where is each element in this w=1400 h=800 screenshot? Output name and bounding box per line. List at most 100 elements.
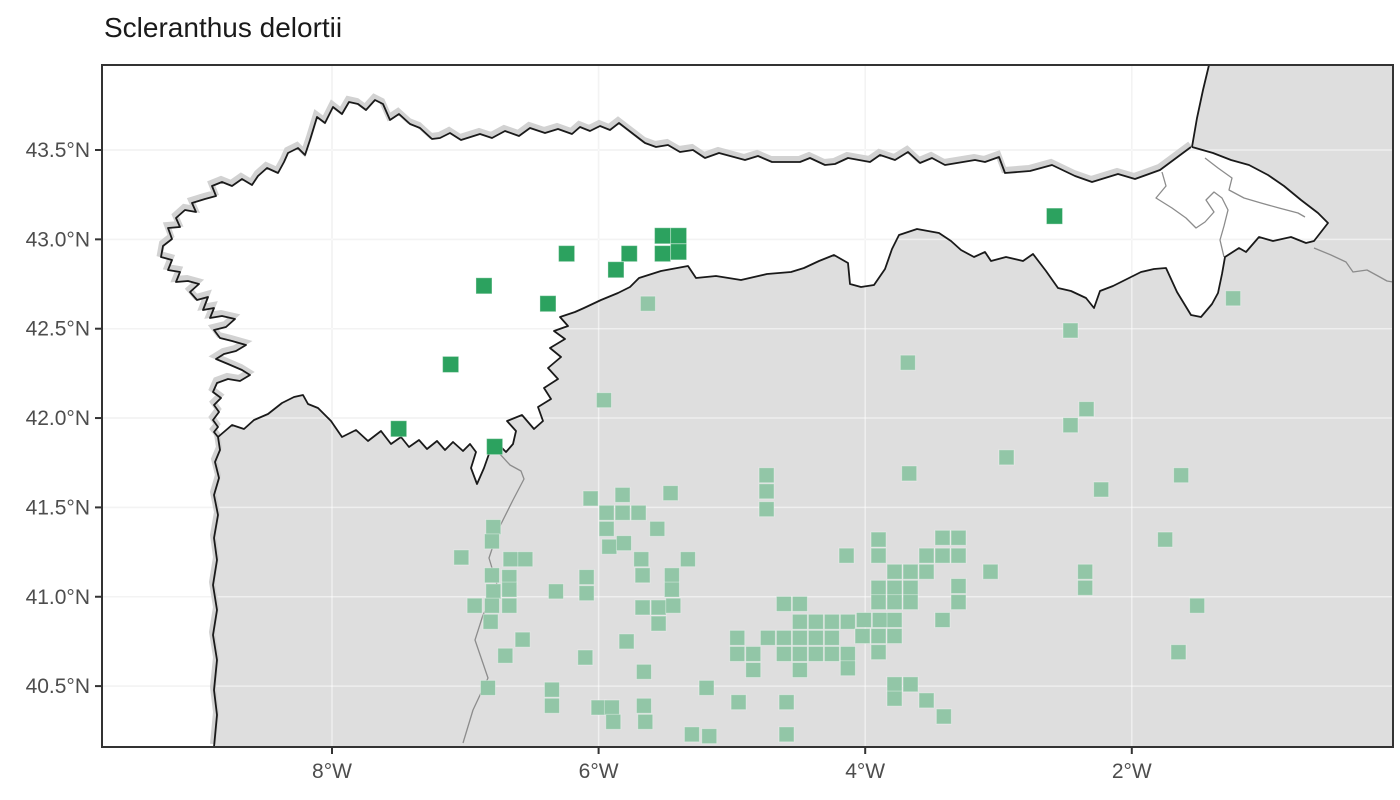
- occurrence-marker-light: [950, 547, 967, 564]
- occurrence-marker-light: [483, 597, 500, 614]
- occurrence-marker-light: [577, 649, 594, 666]
- occurrence-marker-light: [982, 563, 999, 580]
- y-axis-label: 43.0°N: [26, 228, 90, 251]
- occurrence-marker-light: [483, 567, 500, 584]
- occurrence-marker-light: [902, 563, 919, 580]
- occurrence-marker-light: [791, 613, 808, 630]
- y-axis-label: 42.0°N: [26, 407, 90, 430]
- y-axis-label: 41.0°N: [26, 586, 90, 609]
- occurrence-marker-light: [590, 699, 607, 716]
- occurrence-marker-light: [886, 579, 903, 596]
- portugal-border: [462, 452, 525, 744]
- occurrence-marker-light: [758, 483, 775, 500]
- occurrence-marker-dark: [654, 245, 672, 263]
- occurrence-marker-light: [899, 354, 916, 371]
- occurrence-marker-light: [582, 490, 599, 507]
- occurrence-marker-light: [543, 697, 560, 714]
- occurrence-marker-light: [614, 504, 631, 521]
- occurrence-marker-light: [453, 549, 470, 566]
- occurrence-marker-light: [807, 629, 824, 646]
- occurrence-marker-light: [871, 611, 888, 628]
- occurrence-marker-light: [886, 628, 903, 645]
- coastline: [160, 99, 1192, 747]
- y-axis-label: 41.5°N: [26, 496, 90, 519]
- occurrence-marker-light: [775, 629, 792, 646]
- occurrence-marker-light: [650, 615, 667, 632]
- occurrence-marker-light: [791, 645, 808, 662]
- occurrence-marker-light: [934, 547, 951, 564]
- occurrence-marker-light: [791, 629, 808, 646]
- occurrence-marker-light: [902, 594, 919, 611]
- occurrence-marker-light: [934, 529, 951, 546]
- occurrence-marker-light: [950, 529, 967, 546]
- occurrence-marker-light: [758, 467, 775, 484]
- occurrence-marker-light: [479, 679, 496, 696]
- occurrence-marker-light: [679, 551, 696, 568]
- occurrence-marker-light: [635, 663, 652, 680]
- occurrence-marker-light: [839, 645, 856, 662]
- occurrence-marker-light: [950, 578, 967, 595]
- y-axis-label: 43.5°N: [26, 139, 90, 162]
- occurrence-marker-light: [823, 629, 840, 646]
- occurrence-marker-light: [483, 533, 500, 550]
- occurrence-marker-light: [482, 613, 499, 630]
- occurrence-marker-light: [618, 633, 635, 650]
- occurrence-marker-light: [1077, 563, 1094, 580]
- occurrence-marker-light: [1077, 579, 1094, 596]
- occurrence-marker-light: [870, 547, 887, 564]
- occurrence-marker-light: [543, 681, 560, 698]
- occurrence-marker-light: [501, 581, 518, 598]
- y-axis-label: 40.5°N: [26, 675, 90, 698]
- occurrence-marker-light: [578, 569, 595, 586]
- occurrence-marker-light: [630, 504, 647, 521]
- occurrence-marker-light: [598, 520, 615, 537]
- occurrence-marker-light: [1093, 481, 1110, 498]
- occurrence-marker-light: [1189, 597, 1206, 614]
- y-axis-label: 42.5°N: [26, 318, 90, 341]
- occurrence-marker-light: [634, 599, 651, 616]
- occurrence-marker-light: [870, 628, 887, 645]
- occurrence-marker-light: [935, 708, 952, 725]
- occurrence-marker-dark: [670, 227, 688, 245]
- x-axis-label: 8°W: [312, 760, 352, 783]
- occurrence-marker-light: [1225, 290, 1242, 307]
- occurrence-marker-light: [1062, 417, 1079, 434]
- occurrence-marker-light: [745, 662, 762, 679]
- occurrence-marker-dark: [654, 227, 672, 245]
- occurrence-marker-light: [1157, 531, 1174, 548]
- occurrence-marker-light: [730, 694, 747, 711]
- basque-navarra-border: [1155, 171, 1229, 258]
- occurrence-marker-light: [918, 692, 935, 709]
- occurrence-marker-light: [634, 567, 651, 584]
- france-coastline: [1191, 65, 1210, 148]
- occurrence-marker-light: [855, 611, 872, 628]
- occurrence-marker-light: [665, 597, 682, 614]
- occurrence-marker-light: [615, 535, 632, 552]
- occurrence-marker-light: [775, 595, 792, 612]
- occurrence-marker-light: [603, 699, 620, 716]
- occurrence-marker-light: [1062, 322, 1079, 339]
- occurrence-marker-light: [775, 645, 792, 662]
- occurrence-marker-light: [758, 501, 775, 518]
- occurrence-marker-light: [698, 679, 715, 696]
- occurrence-marker-dark: [607, 261, 625, 279]
- occurrence-marker-light: [485, 519, 502, 536]
- occurrence-marker-light: [839, 660, 856, 677]
- occurrence-marker-light: [998, 449, 1015, 466]
- occurrence-marker-light: [662, 485, 679, 502]
- occurrence-marker-dark: [670, 243, 688, 261]
- x-axis-label: 4°W: [845, 760, 885, 783]
- occurrence-marker-light: [886, 563, 903, 580]
- occurrence-marker-dark: [475, 277, 493, 295]
- occurrence-marker-light: [701, 728, 718, 745]
- occurrence-marker-light: [683, 726, 700, 743]
- occurrence-marker-light: [1173, 467, 1190, 484]
- x-axis-label: 2°W: [1112, 760, 1152, 783]
- occurrence-marker-light: [502, 551, 519, 568]
- occurrence-marker-light: [950, 594, 967, 611]
- occurrence-marker-light: [595, 392, 612, 409]
- occurrence-marker-light: [886, 690, 903, 707]
- occurrence-marker-light: [870, 531, 887, 548]
- occurrence-marker-light: [601, 538, 618, 555]
